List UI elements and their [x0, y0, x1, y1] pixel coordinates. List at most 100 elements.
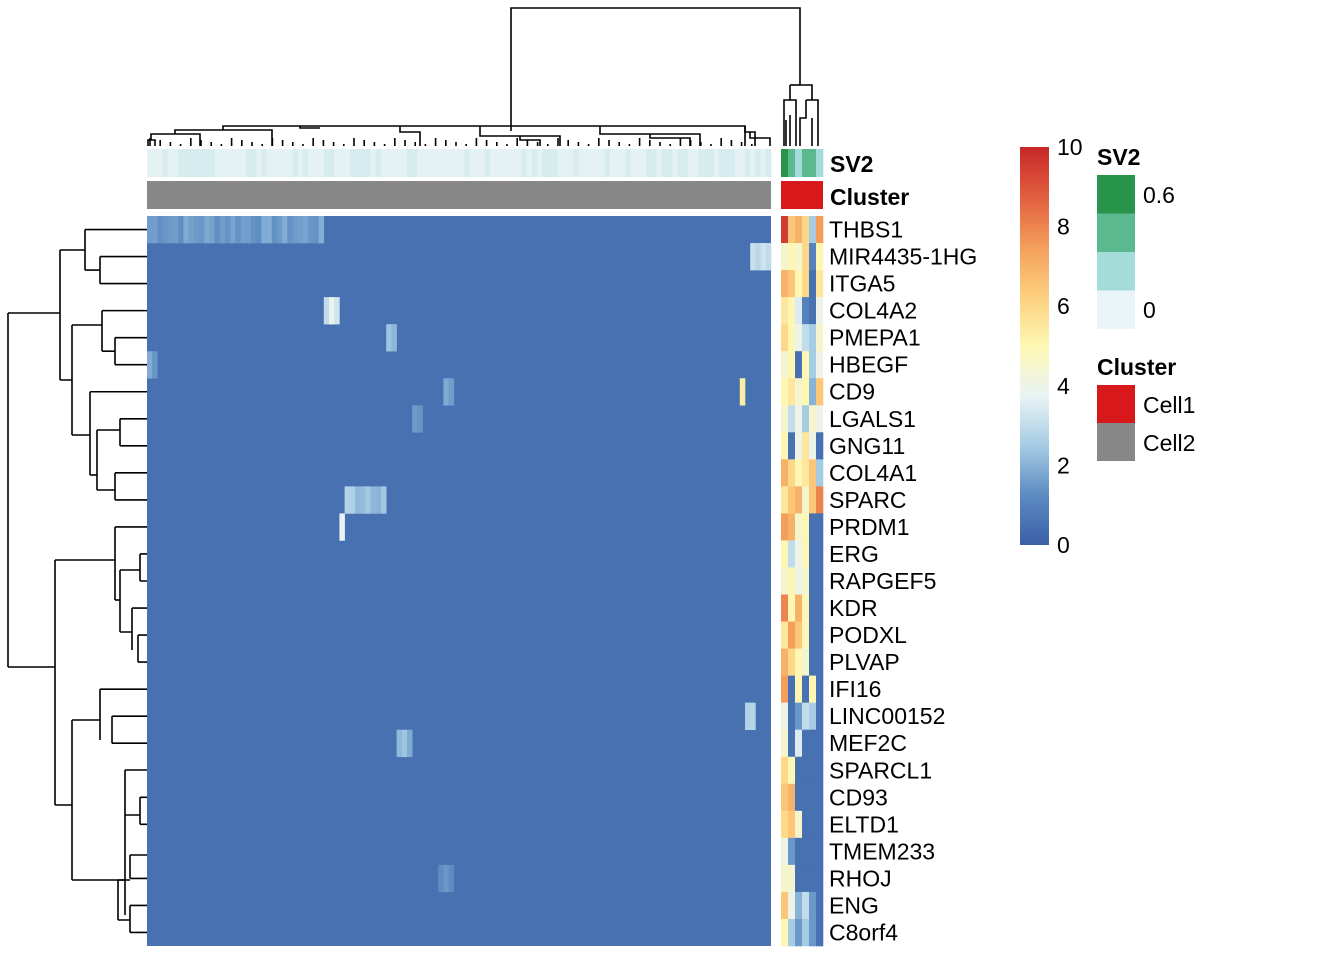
column-dendrogram — [147, 7, 819, 146]
row-dendrogram-branch — [71, 324, 102, 436]
sv2-cell — [427, 149, 434, 177]
row-dendrogram-branch — [125, 796, 147, 826]
sv2-cell — [287, 149, 293, 177]
heat-cell — [795, 918, 803, 947]
heat-cell — [781, 270, 789, 298]
row-label: C8orf4 — [829, 919, 898, 945]
sv2-cell — [173, 149, 179, 177]
heat-cell — [788, 324, 796, 352]
heat-cell — [230, 216, 236, 244]
sv2-cell — [230, 149, 236, 177]
row-dendrogram-branch — [84, 228, 147, 271]
sv2-cell — [183, 149, 189, 177]
sv2-cell — [386, 149, 392, 177]
row-dendrogram-branch — [119, 569, 140, 633]
row-dendrogram-branch — [99, 688, 147, 740]
row-dendrogram — [7, 228, 147, 934]
sv2-cell — [703, 149, 709, 177]
sv2-cell — [687, 149, 694, 177]
heat-cell — [809, 864, 817, 893]
heat-cell — [816, 621, 824, 649]
cluster-legend: Cluster Cell1 Cell2 — [1097, 354, 1195, 461]
sv2-cell — [682, 149, 689, 177]
heat-cell — [795, 486, 803, 514]
sv2-cell — [542, 149, 548, 177]
sv2-legend-swatch — [1097, 252, 1135, 291]
sv2-cell — [292, 149, 299, 177]
heat-cell — [443, 378, 449, 406]
heat-cell — [788, 540, 796, 568]
heat-cell — [795, 243, 803, 271]
heat-cell — [355, 486, 361, 514]
cell2-background — [147, 216, 771, 946]
heat-cell — [795, 378, 803, 406]
heat-cell — [802, 837, 810, 866]
sv2-cell — [396, 149, 403, 177]
heat-cell — [147, 216, 153, 244]
heat-cell — [809, 270, 817, 298]
sv2-cell — [199, 149, 205, 177]
sv2-cell — [578, 149, 585, 177]
sv2-cell — [469, 149, 475, 177]
heat-cell — [193, 216, 200, 244]
heat-cell — [795, 810, 803, 839]
sv2-annotation-label: SV2 — [830, 151, 873, 177]
row-label: ENG — [829, 892, 879, 918]
sv2-cell — [391, 149, 397, 177]
sv2-cell — [271, 149, 278, 177]
heat-cell — [788, 405, 796, 433]
heat-cell — [816, 540, 824, 568]
sv2-cell — [349, 149, 356, 177]
sv2-cell — [303, 149, 309, 177]
row-label: LINC00152 — [829, 703, 945, 729]
sv2-cell — [297, 149, 304, 177]
heat-cell — [370, 486, 377, 514]
cluster-annotation-label: Cluster — [830, 184, 909, 210]
sv2-cell — [677, 149, 683, 177]
sv2-cell — [500, 149, 507, 177]
heat-cell — [816, 756, 824, 785]
heat-cell — [219, 216, 226, 244]
sv2-cell — [802, 149, 810, 177]
heat-cell — [391, 324, 397, 352]
heat-cell — [318, 216, 325, 244]
color-scale-bar — [1020, 147, 1049, 545]
heat-cell — [750, 702, 756, 731]
heat-cell — [788, 783, 796, 812]
sv2-cell — [214, 149, 221, 177]
row-label: PRDM1 — [829, 514, 910, 540]
heat-cell — [781, 459, 789, 487]
heat-cell — [448, 378, 455, 406]
row-dendrogram-branch — [124, 769, 147, 915]
heat-cell — [816, 567, 824, 595]
sv2-cell — [750, 149, 756, 177]
heat-cell — [802, 783, 810, 812]
row-dendrogram-branch — [89, 390, 147, 475]
heat-cell — [183, 216, 189, 244]
heat-cell — [788, 243, 796, 271]
heat-cell — [809, 567, 817, 595]
heat-cell — [788, 459, 796, 487]
heat-cell — [795, 459, 803, 487]
row-label: GNG11 — [829, 433, 905, 459]
sv2-cell — [521, 149, 527, 177]
sv2-cell — [209, 149, 215, 177]
heat-cell — [795, 783, 803, 812]
heat-cell — [256, 216, 262, 244]
cluster-legend-swatch — [1097, 385, 1135, 423]
row-label: COL4A2 — [829, 298, 917, 324]
sv2-cell — [401, 149, 408, 177]
heat-cell — [809, 513, 817, 541]
cluster-legend-label: Cell1 — [1143, 392, 1195, 418]
heat-cell — [438, 864, 444, 893]
heat-cell — [349, 486, 356, 514]
heat-cell — [788, 648, 796, 676]
heat-cell — [795, 864, 803, 893]
heat-cell — [781, 864, 789, 893]
heat-cell — [739, 378, 746, 406]
heat-cell — [816, 270, 824, 298]
heat-cell — [199, 216, 205, 244]
heat-cell — [261, 216, 267, 244]
heat-cell — [788, 810, 796, 839]
